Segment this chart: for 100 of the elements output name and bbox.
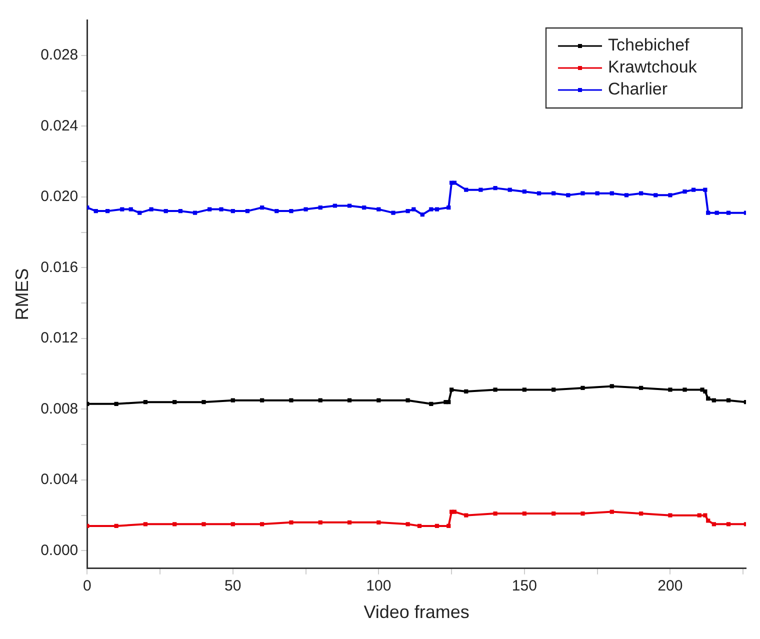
point <box>714 210 719 215</box>
y-tick-label: 0.000 <box>40 542 78 559</box>
y-axis-title: RMES <box>12 268 32 320</box>
point <box>138 210 142 215</box>
point <box>697 513 702 518</box>
point <box>376 520 381 524</box>
point <box>706 210 710 215</box>
point <box>318 398 322 402</box>
point <box>449 180 454 185</box>
point <box>522 388 526 392</box>
point <box>434 207 440 212</box>
point <box>347 520 352 524</box>
point <box>552 512 556 516</box>
point <box>417 524 422 528</box>
legend-label: Tchebichef <box>608 36 690 55</box>
x-tick-label: 200 <box>658 578 683 595</box>
point <box>522 190 526 194</box>
point <box>274 208 279 214</box>
point <box>406 208 410 214</box>
point <box>202 400 206 404</box>
point <box>493 186 498 190</box>
point <box>624 193 629 198</box>
point <box>391 210 396 215</box>
point <box>580 191 585 196</box>
point <box>449 388 454 392</box>
point <box>668 193 672 198</box>
point <box>172 400 177 404</box>
point <box>449 510 454 514</box>
point <box>654 193 658 198</box>
point <box>703 389 708 394</box>
point <box>668 513 672 518</box>
point <box>230 208 235 214</box>
point <box>638 512 644 516</box>
point <box>289 520 294 524</box>
point <box>522 512 526 516</box>
x-axis-title: Video frames <box>364 602 470 622</box>
point <box>208 207 212 212</box>
point <box>493 512 498 516</box>
point <box>245 208 250 214</box>
point <box>178 208 182 214</box>
point <box>580 386 585 390</box>
legend-label: Charlier <box>608 80 668 99</box>
point <box>143 522 148 526</box>
y-tick-label: 0.012 <box>40 330 78 347</box>
point <box>580 512 585 516</box>
point <box>478 188 483 192</box>
point <box>172 522 177 526</box>
point <box>638 191 644 196</box>
point <box>260 205 264 210</box>
point <box>289 208 294 214</box>
point <box>376 398 381 402</box>
legend-label: Krawtchouk <box>608 58 698 77</box>
point <box>446 524 451 528</box>
point <box>552 388 556 392</box>
point <box>332 204 337 208</box>
point <box>452 180 457 185</box>
point <box>143 400 148 404</box>
point <box>536 191 542 196</box>
point <box>668 388 672 392</box>
point <box>682 388 687 392</box>
x-tick-label: 100 <box>366 578 392 595</box>
point <box>706 396 710 401</box>
point <box>464 389 468 394</box>
point <box>610 510 614 514</box>
point <box>289 398 294 402</box>
point <box>406 522 410 526</box>
point <box>566 193 570 198</box>
point <box>114 402 118 406</box>
point <box>712 398 716 402</box>
point <box>444 400 448 404</box>
point <box>128 207 133 212</box>
y-tick-label: 0.008 <box>40 400 78 418</box>
point <box>493 388 498 392</box>
point <box>610 191 614 196</box>
point <box>610 384 614 388</box>
point <box>318 205 322 210</box>
y-tick-label: 0.028 <box>40 46 78 64</box>
point <box>114 524 118 528</box>
x-tick-label: 50 <box>224 578 242 595</box>
point <box>412 207 416 212</box>
point <box>318 520 322 524</box>
point <box>376 207 381 212</box>
y-tick-label: 0.004 <box>40 471 78 488</box>
point <box>94 208 98 214</box>
point <box>105 208 110 214</box>
point <box>595 191 600 196</box>
point <box>703 188 708 192</box>
point <box>304 207 308 212</box>
point <box>164 208 168 214</box>
point <box>347 204 352 208</box>
y-tick-label: 0.020 <box>40 188 78 206</box>
point <box>464 513 468 518</box>
point <box>464 188 468 192</box>
point <box>362 205 366 210</box>
point <box>429 207 434 212</box>
point <box>691 188 696 192</box>
point <box>230 522 235 526</box>
y-tick-label: 0.024 <box>40 117 78 134</box>
point <box>700 388 704 392</box>
point <box>149 207 154 212</box>
